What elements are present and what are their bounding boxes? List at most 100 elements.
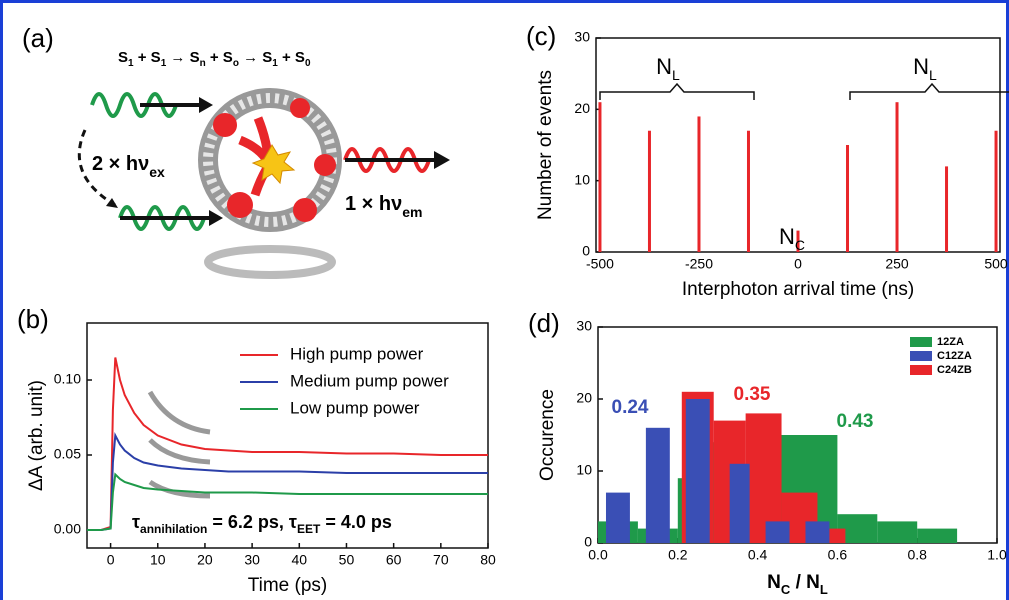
series-line <box>87 357 488 531</box>
x-tick-label: 0 <box>794 256 802 272</box>
spike <box>994 130 998 252</box>
x-tick-label: 40 <box>292 552 308 568</box>
x-tick-label: -250 <box>685 256 713 272</box>
decay-arrow <box>148 479 211 499</box>
legend-swatch <box>910 365 932 375</box>
chromophore <box>227 192 253 218</box>
annotation-part: L <box>672 67 680 83</box>
panel-label: (c) <box>526 21 556 51</box>
chromophore <box>293 198 317 222</box>
arrow-head <box>106 198 118 208</box>
x-tick-label: 50 <box>339 552 355 568</box>
y-tick-label: 30 <box>574 29 590 45</box>
y-tick-label: 20 <box>576 390 592 406</box>
x-tick-label: 0.8 <box>907 547 927 563</box>
equation-part: n <box>200 58 206 69</box>
decay-arrows <box>147 390 211 499</box>
legend-label: High pump power <box>290 344 424 363</box>
brackets <box>599 82 1009 100</box>
equation-part: 1 <box>161 58 167 69</box>
annotation: τannihilation = 6.2 ps, τEET = 4.0 ps <box>132 512 392 536</box>
series-line <box>87 472 488 531</box>
illustration <box>77 88 450 279</box>
spike <box>895 102 899 252</box>
y-tick-label: 0.05 <box>54 446 81 462</box>
annotation-part: L <box>929 67 937 83</box>
chromophore <box>290 98 310 118</box>
x-tick-label: 1.0 <box>987 547 1007 563</box>
arrow-head <box>199 97 213 113</box>
chromophore <box>213 113 237 137</box>
hist-bar <box>729 463 750 543</box>
decay-arrow <box>148 438 211 465</box>
hist-bar <box>685 399 710 543</box>
equation-part: → S <box>239 49 272 66</box>
equation-part: S <box>118 49 128 66</box>
annihilation-star <box>251 144 296 185</box>
excitation-label: 2 × hνex <box>92 153 165 179</box>
equation-part: + S <box>278 49 305 66</box>
spike <box>697 116 701 252</box>
annotation: 0.24 <box>612 397 649 418</box>
annotation: 0.43 <box>837 411 874 432</box>
y-tick-label: 0 <box>584 534 592 550</box>
equation: S1 + S1 → Sn + So → S1 + S0 <box>118 49 311 69</box>
hist-bar <box>605 492 630 543</box>
molecule-ring <box>198 88 342 232</box>
y-tick-label: 10 <box>576 462 592 478</box>
bracket <box>599 82 755 100</box>
x-tick-label: 80 <box>480 552 496 568</box>
x-tick-label: 10 <box>150 552 166 568</box>
annotation: 0.35 <box>734 384 771 405</box>
annotation-part: τ <box>132 512 140 532</box>
y-axis-title: Occurence <box>537 389 558 481</box>
annotation-part: C <box>795 237 805 253</box>
x-tick-label: 60 <box>386 552 402 568</box>
annotation: NC <box>779 224 805 253</box>
y-tick-label: 10 <box>574 171 590 187</box>
plot-frame <box>86 322 489 549</box>
emission-label-part: 1 × hν <box>345 193 402 215</box>
spike <box>796 230 800 252</box>
annotation-part: = 6.2 ps, τ <box>207 512 297 532</box>
hist-bar <box>765 521 790 543</box>
annotation-part: EET <box>297 522 321 536</box>
decay-arrow <box>147 390 211 435</box>
hist-bar <box>805 521 830 543</box>
annotation-part: N <box>656 54 672 79</box>
legend-label: Low pump power <box>290 398 420 417</box>
x-axis-title-part: C <box>781 582 791 597</box>
excitation-label-part: ex <box>149 164 165 180</box>
hist-bar <box>917 528 958 543</box>
dashed-arrow <box>77 129 116 207</box>
emission-label: 1 × hνem <box>345 193 423 219</box>
x-axis-title: Interphoton arrival time (ns) <box>682 279 914 300</box>
series-line <box>87 432 488 531</box>
energy-flow <box>238 116 273 197</box>
panel-label: (d) <box>528 308 560 338</box>
x-tick-label: 70 <box>433 552 449 568</box>
y-tick-label: 0.00 <box>54 521 81 537</box>
equation-part: + S <box>134 49 161 66</box>
annotation-part: N <box>913 54 929 79</box>
annotation-part: N <box>779 224 795 249</box>
spike <box>746 130 750 252</box>
annotation-part: annihilation <box>140 522 207 536</box>
bracket <box>849 82 1009 100</box>
x-tick-label: 30 <box>244 552 260 568</box>
x-axis-title-part: L <box>820 582 828 597</box>
spike <box>846 145 850 252</box>
y-tick-label: 0.10 <box>54 371 81 387</box>
spike <box>598 102 602 252</box>
x-tick-label: 0.2 <box>668 547 688 563</box>
chromophore <box>314 154 336 176</box>
x-axis-title: NC / NL <box>767 572 828 597</box>
legend-swatch <box>910 351 932 361</box>
legend-swatch <box>910 337 932 347</box>
y-axis-title: Number of events <box>535 70 556 220</box>
legend-label: C24ZB <box>937 364 972 376</box>
x-tick-label: 0.6 <box>828 547 848 563</box>
